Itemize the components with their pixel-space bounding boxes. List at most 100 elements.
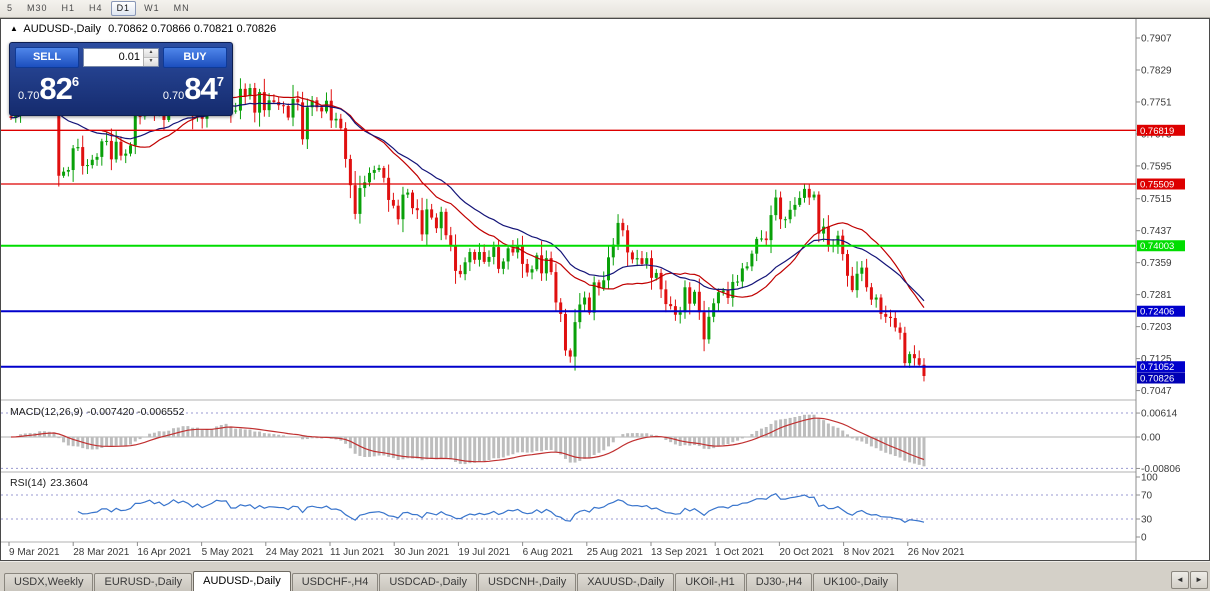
candle-body bbox=[635, 258, 639, 260]
sell-button[interactable]: SELL bbox=[15, 47, 79, 68]
candle-body bbox=[745, 266, 749, 269]
price-tag-label: 0.72406 bbox=[1140, 307, 1174, 318]
candle-body bbox=[774, 197, 778, 216]
tab-scroll-right-icon[interactable]: ► bbox=[1190, 571, 1208, 589]
candle-body bbox=[382, 167, 386, 178]
timeframe-button-5[interactable]: 5 bbox=[7, 3, 14, 13]
candle-body bbox=[736, 281, 740, 283]
lot-spinner-up-icon[interactable]: ▲ bbox=[144, 49, 158, 58]
candle-body bbox=[678, 312, 682, 315]
candle-body bbox=[525, 263, 529, 273]
candle-body bbox=[85, 165, 89, 167]
candle-body bbox=[95, 156, 99, 160]
candle-body bbox=[693, 291, 697, 304]
candle-body bbox=[100, 141, 104, 157]
candle-body bbox=[626, 230, 630, 253]
timeframe-button-mn[interactable]: MN bbox=[173, 3, 190, 13]
chart-tab-usdcad-daily[interactable]: USDCAD-,Daily bbox=[379, 573, 477, 591]
candle-body bbox=[66, 170, 70, 172]
rsi-axis-label: 0 bbox=[1141, 533, 1147, 544]
price-tag bbox=[1137, 240, 1185, 252]
price-axis-label: 0.7359 bbox=[1141, 258, 1172, 269]
candle-body bbox=[391, 199, 395, 206]
candle-body bbox=[879, 297, 883, 314]
macd-axis-label: -0.00806 bbox=[1141, 464, 1181, 475]
candle-body bbox=[406, 192, 410, 195]
price-tag bbox=[1137, 124, 1185, 136]
candle-body bbox=[917, 358, 921, 365]
candle-body bbox=[377, 167, 381, 171]
date-axis-label: 1 Oct 2021 bbox=[715, 547, 764, 558]
candle-body bbox=[243, 88, 247, 97]
candle-body bbox=[372, 170, 376, 173]
candle-body bbox=[721, 290, 725, 293]
candle-body bbox=[764, 238, 768, 241]
candle-body bbox=[368, 172, 371, 183]
candle-body bbox=[869, 287, 873, 300]
candle-body bbox=[138, 115, 142, 117]
chart-tab-uk100-daily[interactable]: UK100-,Daily bbox=[813, 573, 899, 591]
price-tag-label: 0.74003 bbox=[1140, 241, 1174, 252]
chart-canvas[interactable]: 0.79070.78290.77510.76730.75950.75150.74… bbox=[1, 19, 1209, 560]
timeframe-button-w1[interactable]: W1 bbox=[144, 3, 160, 13]
candle-body bbox=[358, 188, 362, 214]
timeframe-button-h4[interactable]: H4 bbox=[89, 3, 103, 13]
macd-pane-label: MACD(12,26,9) -0.007420 -0.006552 bbox=[10, 406, 188, 418]
candle-body bbox=[535, 255, 539, 270]
candle-body bbox=[659, 272, 663, 290]
candle-body bbox=[836, 235, 840, 246]
candle-body bbox=[430, 209, 434, 218]
chart-tab-usdcnh-daily[interactable]: USDCNH-,Daily bbox=[477, 573, 577, 591]
timeframe-button-m30[interactable]: M30 bbox=[27, 3, 48, 13]
chart-tab-usdx-weekly[interactable]: USDX,Weekly bbox=[4, 573, 94, 591]
chart-tab-ukoil-h1[interactable]: UKOil-,H1 bbox=[675, 573, 745, 591]
chart-tab-dj30-h4[interactable]: DJ30-,H4 bbox=[745, 573, 813, 591]
candle-body bbox=[387, 177, 391, 200]
chart-title: ▲ AUDUSD-,Daily 0.70862 0.70866 0.70821 … bbox=[10, 23, 276, 35]
candle-body bbox=[57, 105, 61, 176]
macd-axis-label: 0.00 bbox=[1141, 433, 1161, 444]
date-axis-label: 8 Nov 2021 bbox=[844, 547, 896, 558]
date-axis-label: 20 Oct 2021 bbox=[779, 547, 834, 558]
price-tag-label: 0.76819 bbox=[1140, 126, 1174, 137]
lot-size-input[interactable]: 0.01 ▲ ▼ bbox=[83, 48, 159, 67]
candle-body bbox=[583, 297, 587, 305]
chart-tab-usdchf-h4[interactable]: USDCHF-,H4 bbox=[291, 573, 379, 591]
rsi-line bbox=[77, 492, 925, 523]
buy-price-pip: 7 bbox=[216, 74, 224, 89]
lot-spinner-down-icon[interactable]: ▼ bbox=[144, 58, 158, 66]
macd-indicator-values: -0.007420 -0.006552 bbox=[86, 406, 185, 418]
chart-tab-audusd-daily[interactable]: AUDUSD-,Daily bbox=[193, 571, 291, 591]
candle-body bbox=[683, 287, 687, 313]
candle-body bbox=[850, 275, 854, 291]
candle-body bbox=[334, 118, 338, 121]
candle-body bbox=[540, 255, 544, 274]
candle-body bbox=[621, 222, 625, 231]
candle-body bbox=[511, 248, 515, 253]
buy-button[interactable]: BUY bbox=[163, 47, 227, 68]
sell-price-display[interactable]: 0.70 82 6 bbox=[18, 70, 79, 108]
candle-body bbox=[697, 291, 701, 313]
candle-body bbox=[420, 210, 424, 235]
chart-tab-eurusd-daily[interactable]: EURUSD-,Daily bbox=[94, 573, 193, 591]
date-axis-label: 26 Nov 2021 bbox=[908, 547, 965, 558]
ma-fast-line bbox=[101, 93, 925, 308]
candle-body bbox=[305, 107, 309, 140]
horizontal-scroll-strip[interactable] bbox=[0, 561, 1210, 570]
candle-body bbox=[549, 258, 553, 273]
price-tag bbox=[1137, 178, 1185, 190]
timeframe-button-h1[interactable]: H1 bbox=[61, 3, 76, 13]
chart-tab-xauusd-daily[interactable]: XAUUSD-,Daily bbox=[577, 573, 675, 591]
candle-body bbox=[650, 258, 654, 278]
candle-body bbox=[587, 297, 591, 313]
candle-body bbox=[506, 248, 510, 262]
lot-size-value[interactable]: 0.01 bbox=[118, 51, 140, 63]
candle-body bbox=[272, 100, 276, 102]
buy-price-display[interactable]: 0.70 84 7 bbox=[163, 70, 224, 108]
candle-body bbox=[114, 141, 118, 160]
timeframe-button-d1[interactable]: D1 bbox=[110, 1, 137, 16]
candle-body bbox=[497, 247, 501, 269]
buy-price-prefix: 0.70 bbox=[162, 90, 185, 102]
chart-window[interactable]: 0.79070.78290.77510.76730.75950.75150.74… bbox=[0, 18, 1210, 561]
tab-scroll-left-icon[interactable]: ◄ bbox=[1171, 571, 1189, 589]
